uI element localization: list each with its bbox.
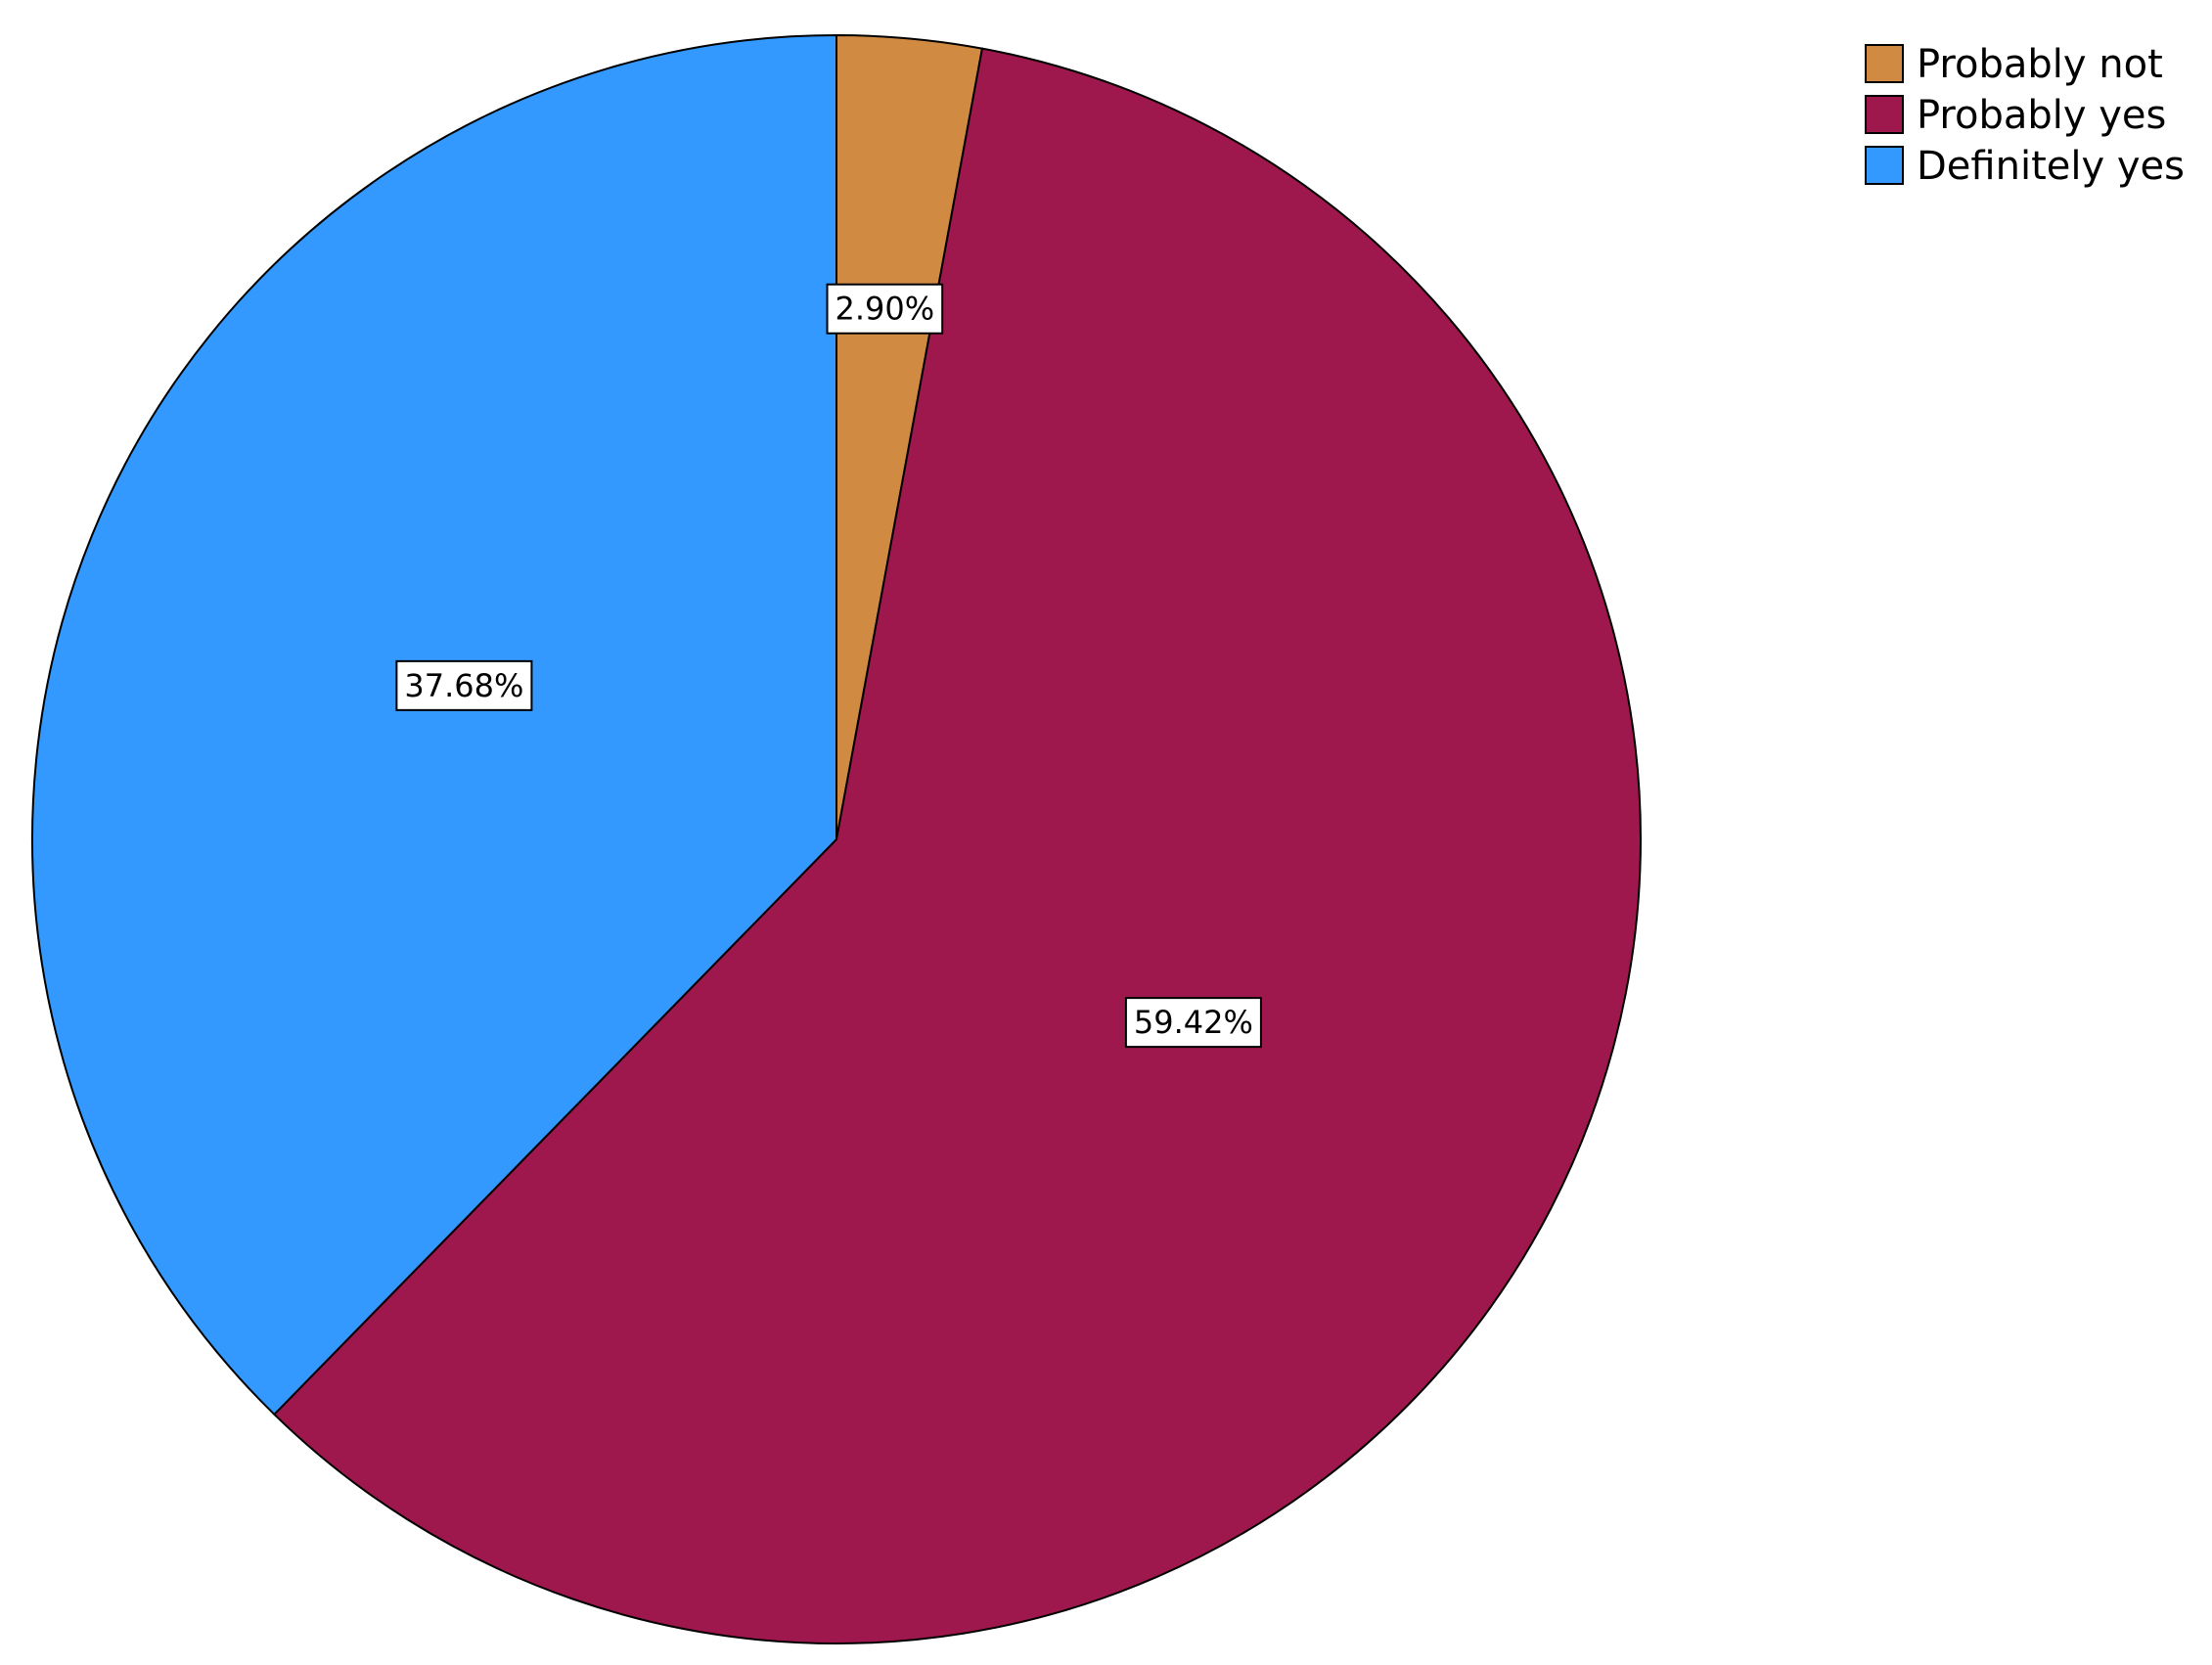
data-label-box: [1124, 997, 1262, 1049]
legend-swatch: [1865, 95, 1904, 134]
legend-label: Definitely yes: [1917, 144, 2185, 189]
legend-swatch: [1865, 44, 1904, 83]
data-label-box: [826, 283, 944, 335]
data-label-box: [395, 659, 533, 711]
pie-slice: [272, 47, 1642, 1644]
legend-label: Probably not: [1917, 42, 2163, 87]
data-label-text: 59.42%: [1134, 1004, 1253, 1041]
data-label-text: 2.90%: [835, 291, 935, 328]
data-label: 2.90%: [826, 283, 944, 335]
pie-slice: [31, 33, 837, 1417]
data-label: 59.42%: [1124, 997, 1262, 1049]
data-label: 37.68%: [395, 659, 533, 711]
data-label-text: 37.68%: [404, 667, 523, 704]
legend-swatch: [1865, 146, 1904, 185]
legend-label: Probably yes: [1917, 93, 2166, 138]
